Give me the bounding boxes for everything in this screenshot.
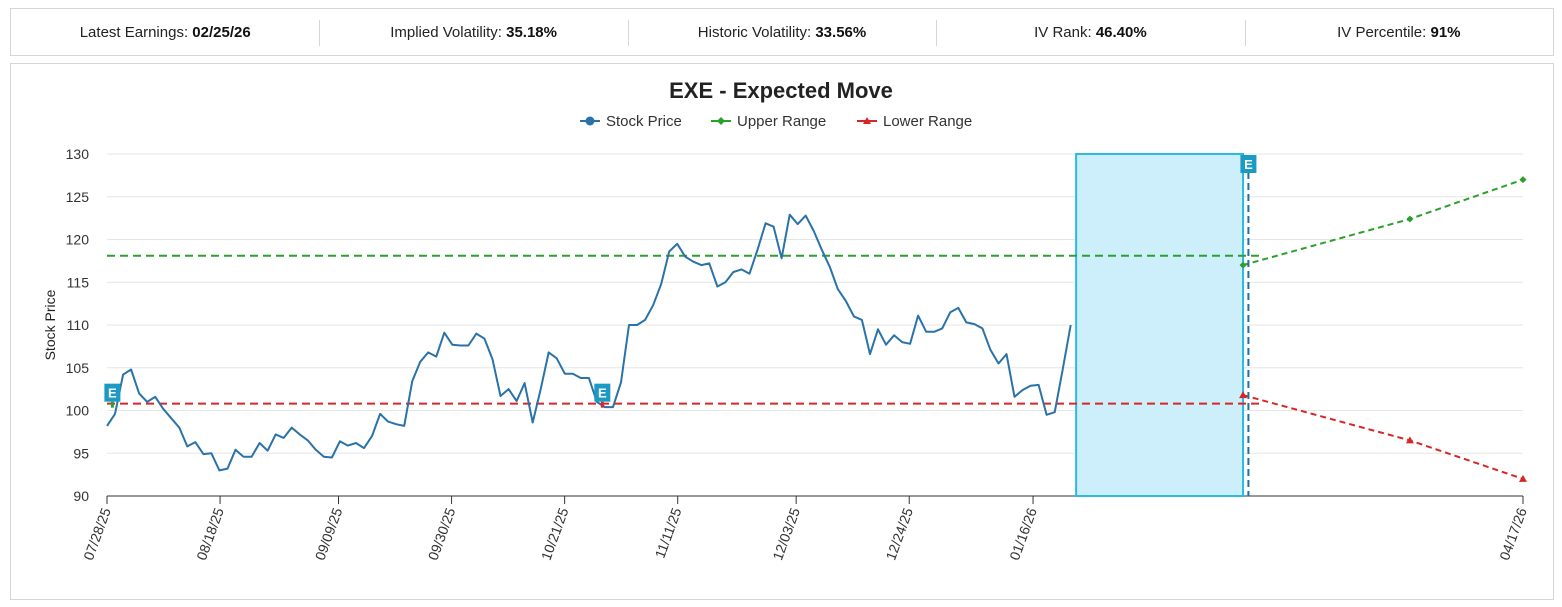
legend-item-upper-range[interactable]: Upper Range [711, 113, 826, 130]
lower-range-point[interactable] [1519, 474, 1527, 482]
stat-value: 35.18% [506, 23, 557, 41]
upper-range-point[interactable] [1406, 215, 1414, 223]
stat-implied-volatility: Implied Volatility: 35.18% [319, 19, 627, 46]
legend-label: Stock Price [606, 113, 682, 130]
earnings-marker-label: E [598, 386, 607, 401]
upper-range-point[interactable] [1239, 261, 1247, 269]
earnings-marker[interactable] [594, 383, 611, 402]
stat-label: Historic Volatility: [697, 23, 812, 41]
earnings-tick [110, 401, 114, 408]
x-tick-label: 07/28/25 [80, 505, 114, 562]
y-tick-label: 110 [67, 317, 90, 333]
y-tick-label: 130 [66, 146, 90, 162]
x-tick-label: 09/30/25 [425, 505, 459, 562]
expected-move-window [1075, 153, 1245, 497]
stat-iv-rank: IV Rank: 46.40% [936, 19, 1244, 46]
stats-bar: Latest Earnings: 02/25/26 Implied Volati… [10, 8, 1554, 56]
y-tick-label: 125 [66, 189, 90, 205]
x-tick-label: 12/03/25 [769, 505, 803, 562]
legend-diamond-marker [717, 117, 725, 125]
series-layer [106, 176, 1527, 482]
earnings-marker-label: E [1244, 157, 1253, 172]
legend-label: Lower Range [883, 113, 972, 130]
stat-label: Latest Earnings: [79, 23, 189, 41]
legend: Stock Price Upper Range Lower Range [580, 113, 972, 130]
stock-price-line [106, 213, 1072, 472]
x-tick-label: 09/09/25 [312, 505, 346, 562]
legend-item-lower-range[interactable]: Lower Range [857, 113, 972, 130]
y-tick-label: 90 [73, 488, 89, 504]
x-tick-label: 01/16/26 [1006, 505, 1040, 562]
expected-move-highlight-box [1075, 153, 1245, 497]
x-tick-label: 12/24/25 [882, 505, 916, 562]
earnings-marker[interactable] [1240, 155, 1257, 173]
earnings-marker[interactable] [104, 383, 121, 402]
stat-value: 33.56% [815, 23, 867, 41]
lower-range-line [1242, 394, 1524, 480]
x-axis: 07/28/25 08/18/25 09/09/25 09/30/25 10/21/25… [80, 495, 1530, 562]
legend-item-stock-price[interactable]: Stock Price [580, 113, 682, 130]
chart-container [10, 63, 1554, 600]
earnings-markers: E E E [104, 155, 1257, 496]
y-tick-label: 100 [66, 403, 90, 419]
y-tick-label: 105 [66, 360, 90, 376]
y-tick-label: 120 [66, 232, 90, 248]
stat-value: 02/25/26 [192, 23, 251, 41]
stat-historic-volatility: Historic Volatility: 33.56% [627, 19, 936, 46]
upper-range-point[interactable] [1519, 176, 1527, 184]
legend-label: Upper Range [737, 113, 826, 130]
stat-value: 46.40% [1095, 23, 1147, 41]
y-axis-label: Stock Price [42, 289, 58, 360]
stat-label: Implied Volatility: [390, 23, 502, 41]
legend-triangle-marker [863, 117, 871, 124]
y-tick-label: 95 [73, 445, 89, 461]
earnings-marker-label: E [108, 386, 117, 401]
x-tick-label: 08/18/25 [193, 505, 227, 562]
chart-title: EXE - Expected Move [669, 78, 893, 103]
y-tick-label: 115 [67, 274, 90, 290]
gridlines [107, 153, 1523, 454]
earnings-tick [600, 401, 604, 408]
legend-circle-marker [585, 116, 595, 126]
lower-range-point[interactable] [1239, 391, 1248, 399]
stat-value: 91% [1430, 23, 1461, 41]
upper-range-line [1242, 178, 1524, 267]
stat-iv-percentile: IV Percentile: 91% [1244, 19, 1553, 46]
stat-latest-earnings: Latest Earnings: 02/25/26 [11, 24, 319, 41]
stat-label: IV Percentile: [1337, 23, 1427, 41]
x-tick-label: 10/21/25 [538, 505, 572, 562]
stat-label: IV Rank: [1034, 23, 1092, 41]
lower-range-point[interactable] [1405, 436, 1414, 444]
y-axis-ticks: 90 95 100 105 110 115 120 125 130 [66, 146, 90, 504]
x-tick-label: 04/17/26 [1496, 505, 1530, 562]
x-tick-label: 11/11/25 [652, 505, 685, 560]
